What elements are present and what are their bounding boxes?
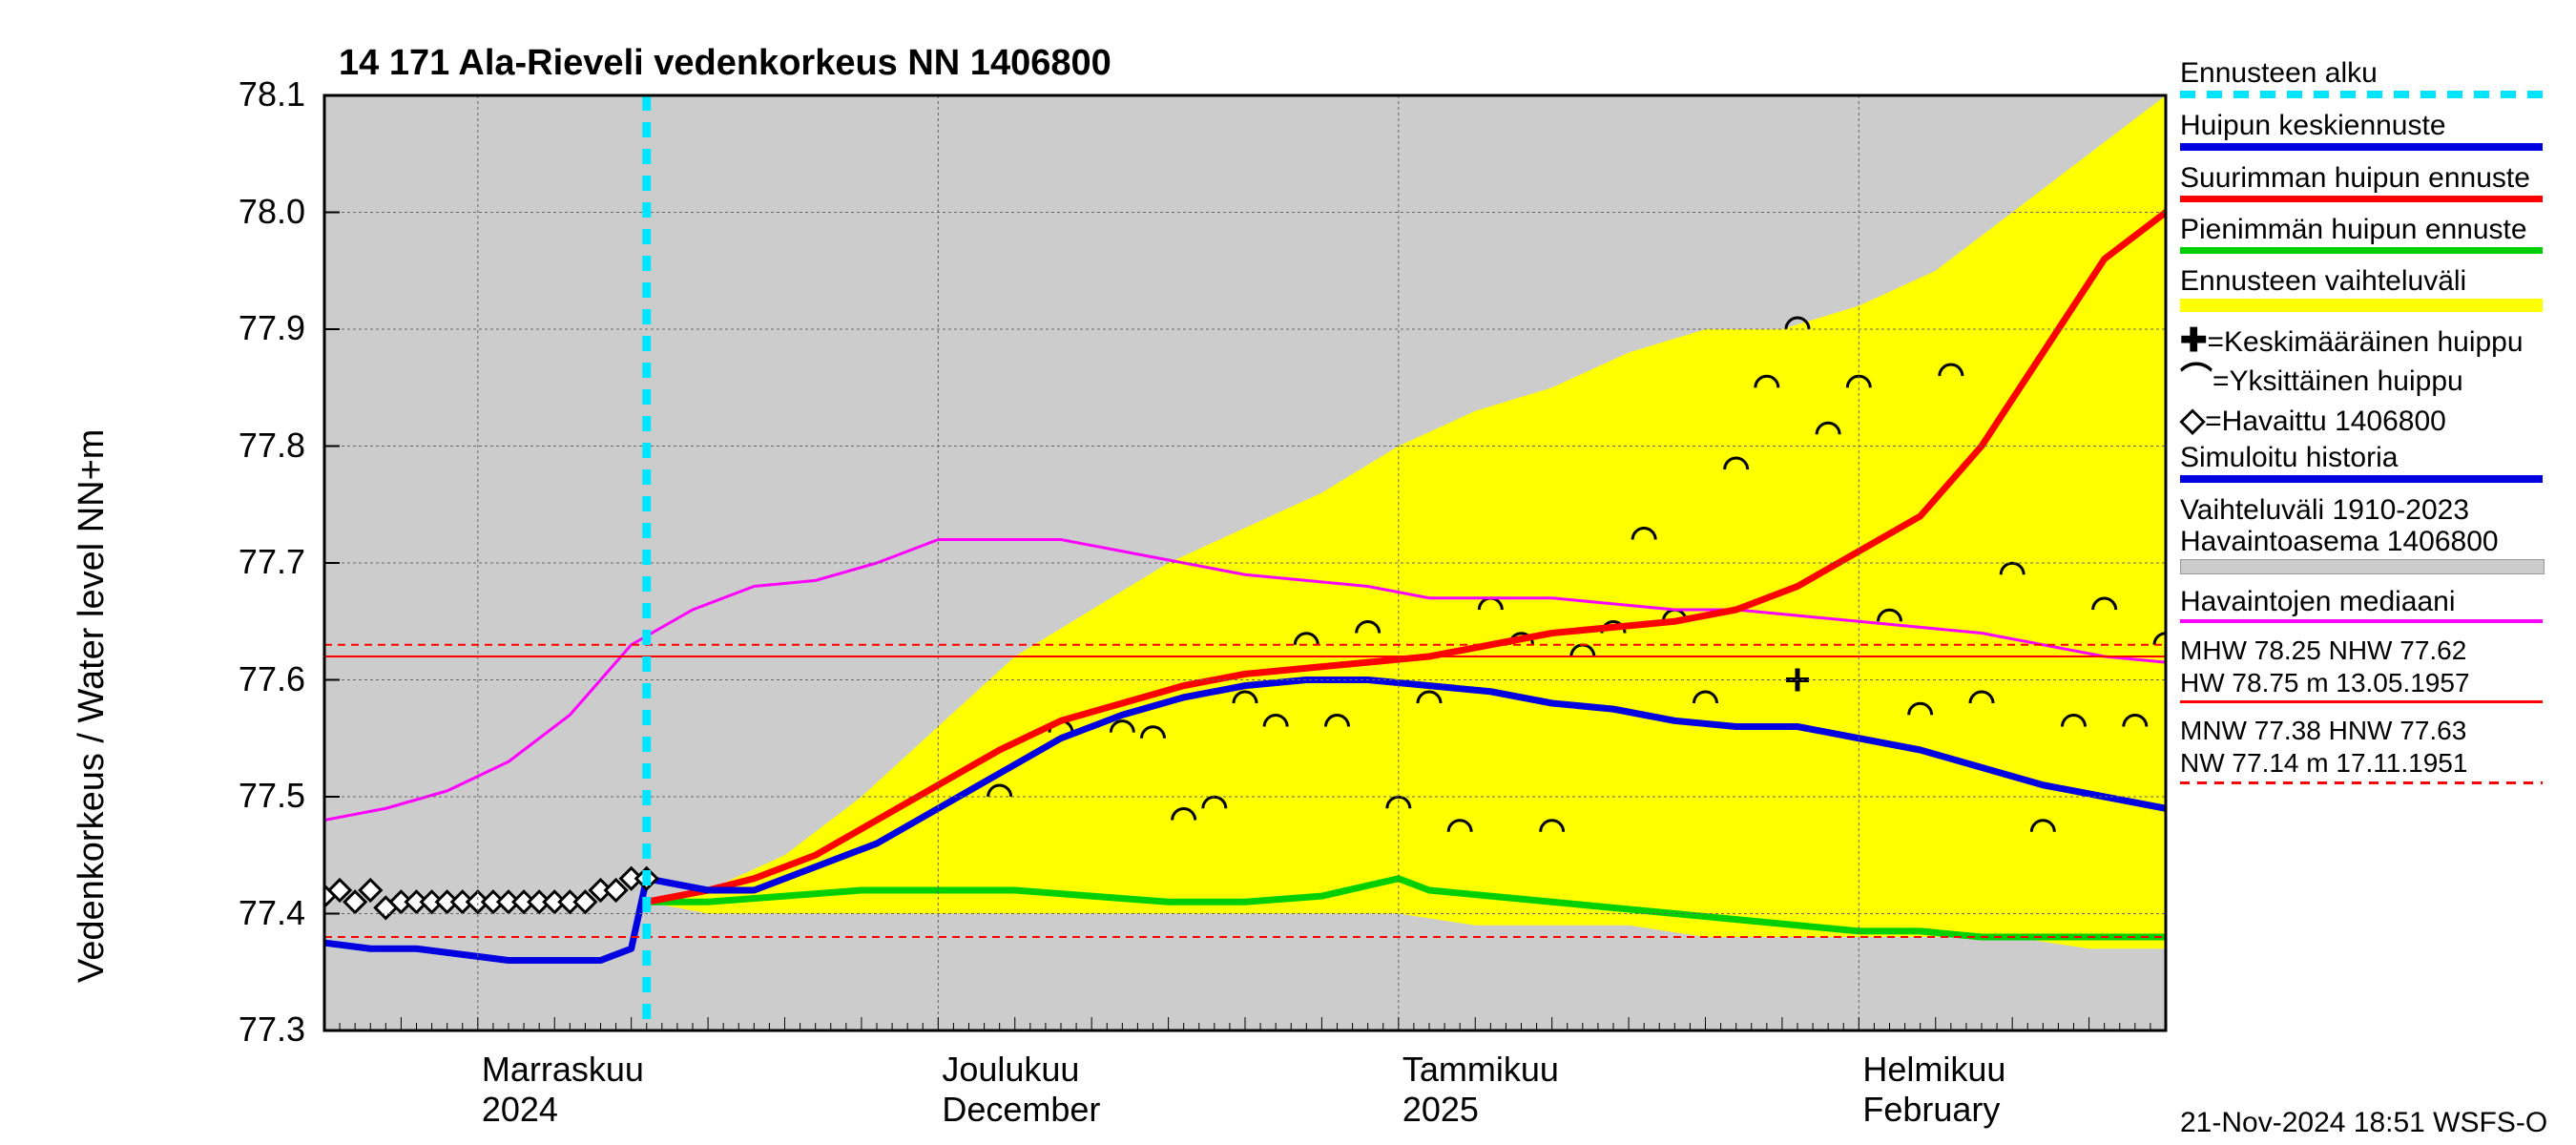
legend-item: Ennusteen alku	[2180, 57, 2562, 98]
legend-item: ✚=Keskimääräinen huippu	[2180, 323, 2562, 359]
legend-swatch	[2180, 247, 2543, 254]
legend-rule	[2180, 700, 2543, 703]
legend: Ennusteen alku Huipun keskiennuste Suurimm…	[2180, 57, 2562, 796]
legend-item: ⌒=Yksittäinen huippu	[2180, 363, 2562, 398]
legend-swatch	[2180, 475, 2543, 483]
legend-stats: MNW 77.38 HNW 77.63NW 77.14 m 17.11.1951	[2180, 715, 2562, 779]
legend-item: Ennusteen vaihteluväli	[2180, 265, 2562, 312]
legend-item: Havaintojen mediaani	[2180, 586, 2562, 623]
legend-item: Simuloitu historia	[2180, 442, 2562, 483]
legend-item: ◇=Havaittu 1406800	[2180, 403, 2562, 438]
legend-swatch	[2180, 91, 2543, 98]
legend-rule	[2180, 781, 2543, 784]
legend-stats: MHW 78.25 NHW 77.62HW 78.75 m 13.05.1957	[2180, 635, 2562, 698]
legend-item: Suurimman huipun ennuste	[2180, 162, 2562, 202]
legend-item: Huipun keskiennuste	[2180, 110, 2562, 151]
legend-swatch	[2180, 299, 2543, 312]
footer-timestamp: 21-Nov-2024 18:51 WSFS-O	[2180, 1107, 2547, 1139]
chart-container: 14 171 Ala-Rieveli vedenkorkeus NN 14068…	[0, 0, 2576, 1145]
legend-swatch	[2180, 619, 2543, 623]
legend-swatch	[2180, 196, 2543, 202]
legend-swatch	[2180, 559, 2545, 574]
legend-item: Pienimmän huipun ennuste	[2180, 214, 2562, 254]
legend-swatch	[2180, 143, 2543, 151]
legend-item: Vaihteluväli 1910-2023Havaintoasema 1406…	[2180, 494, 2562, 574]
